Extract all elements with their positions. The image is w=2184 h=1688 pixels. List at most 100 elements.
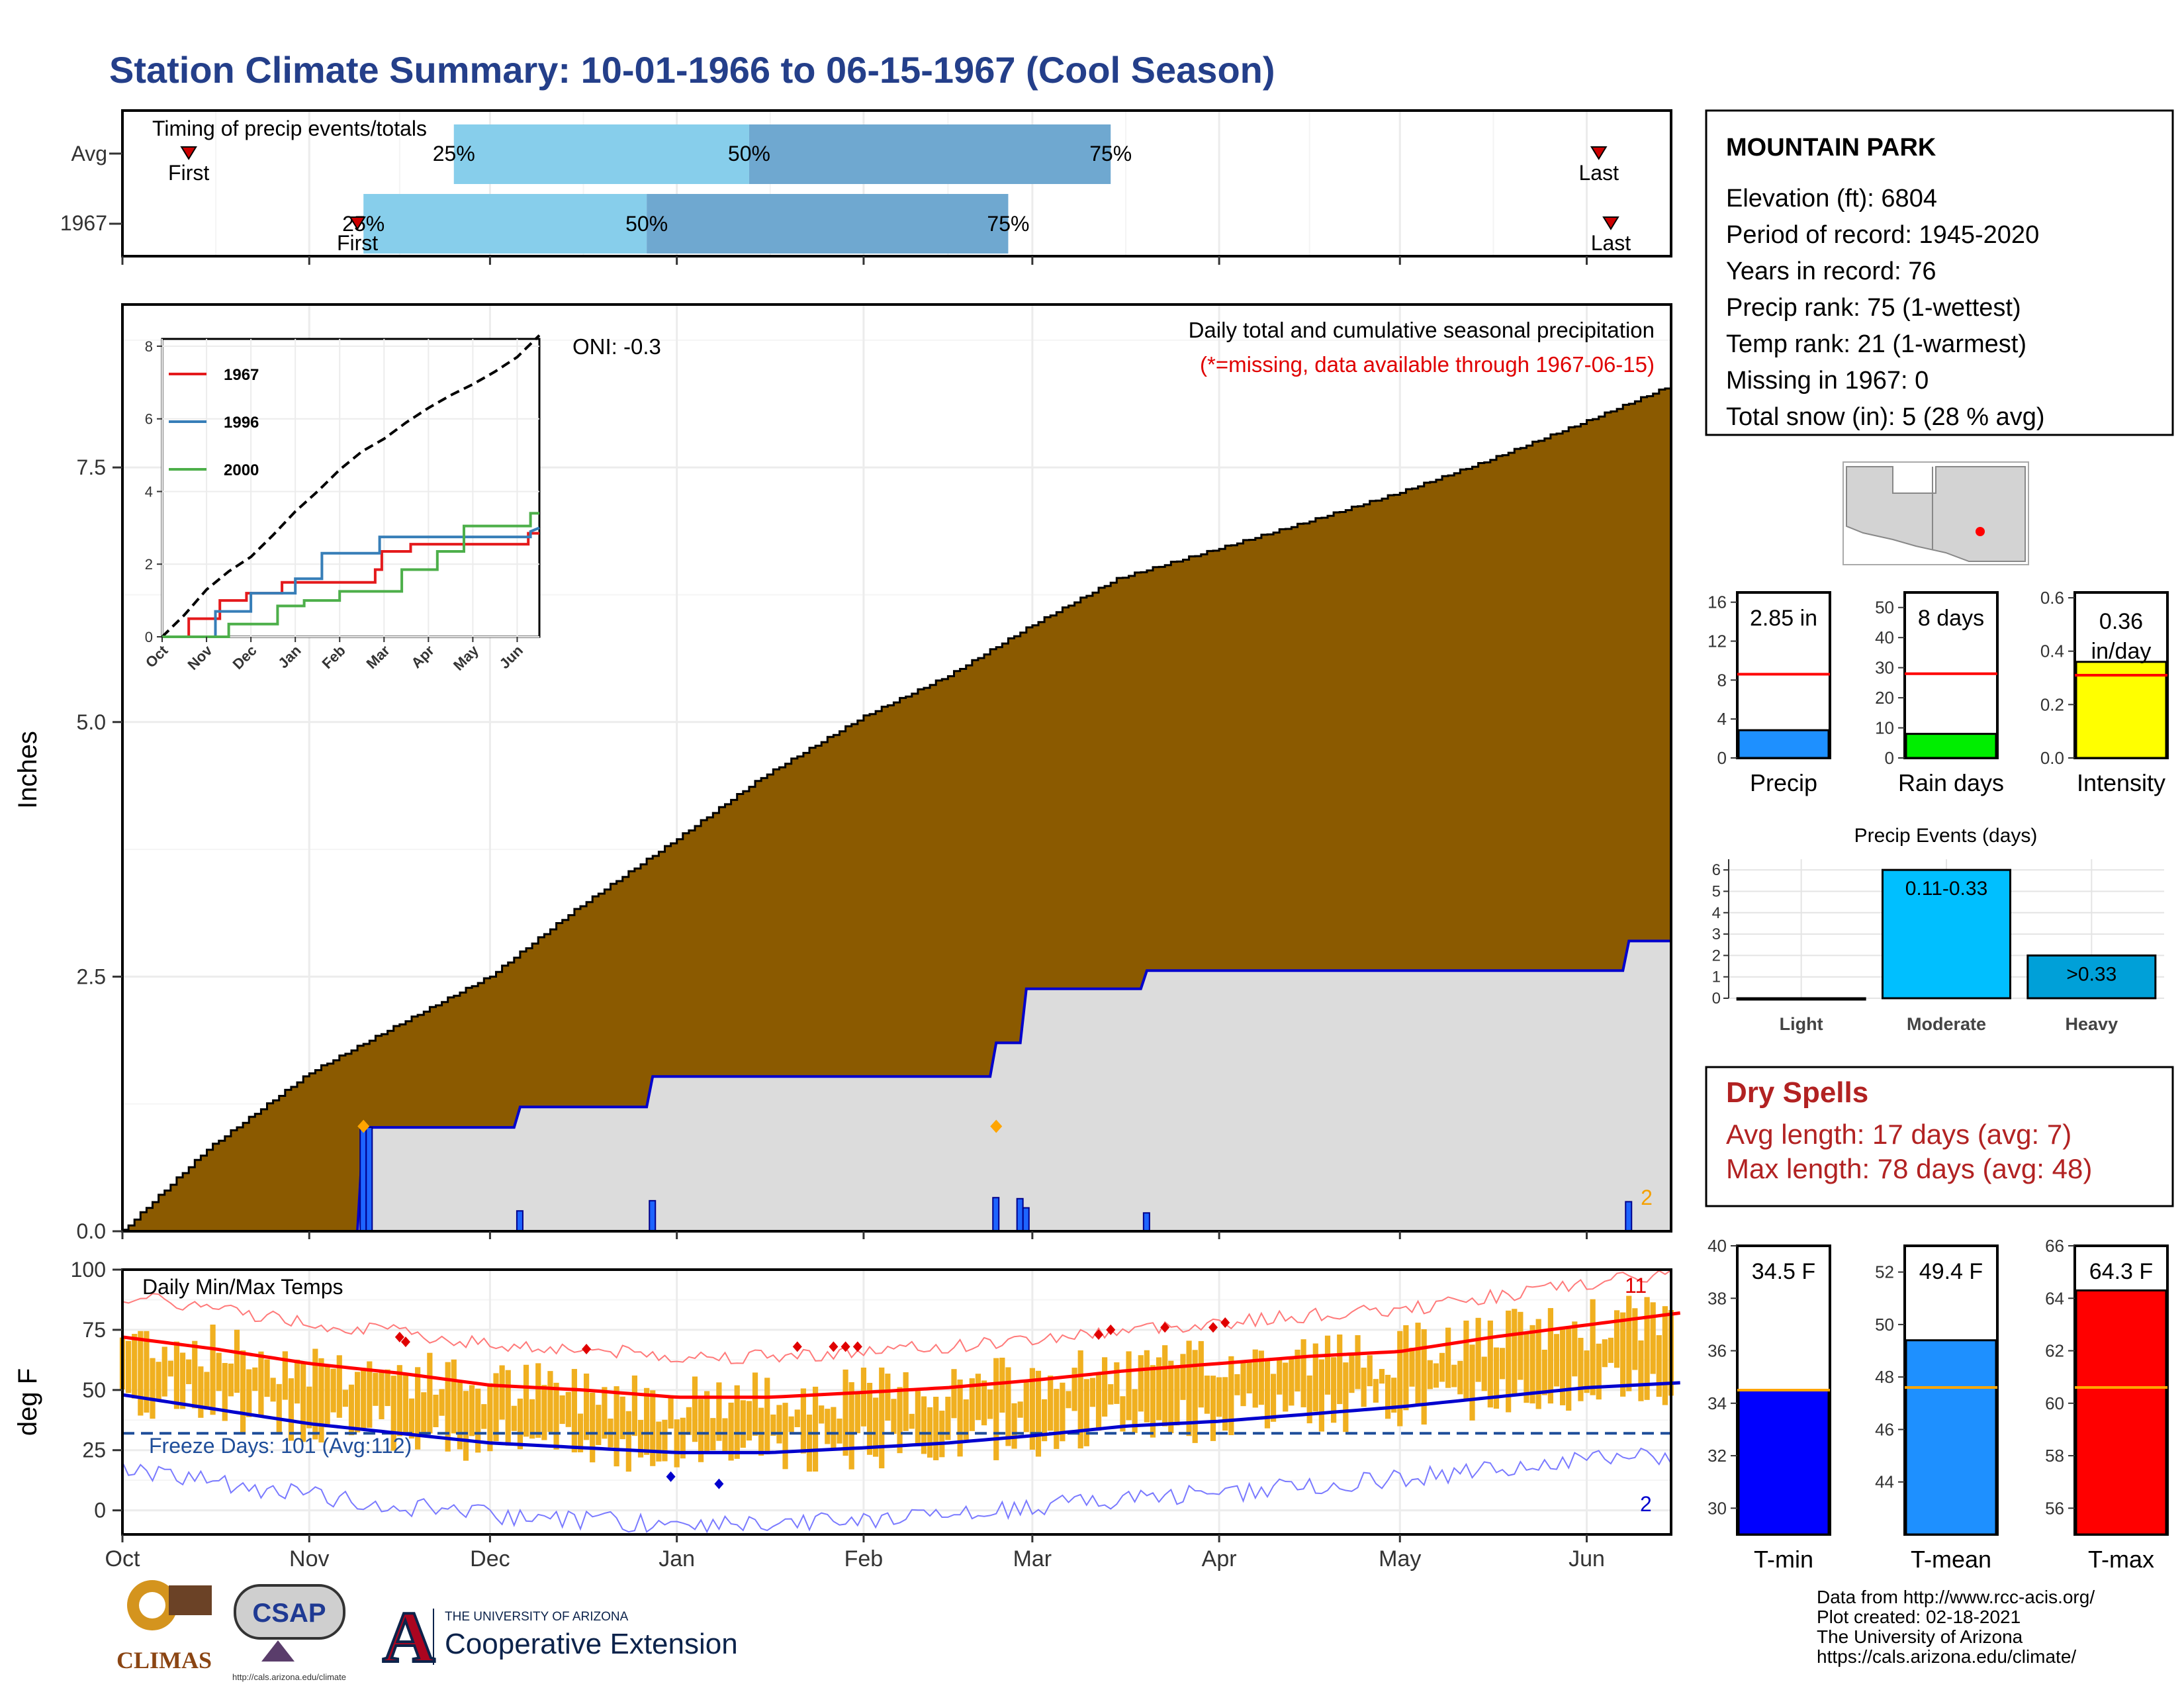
inset-series-line-1996 [162,526,540,638]
timing-last-label: Last [1591,231,1631,255]
tmax-gauge-ytick-label: 60 [2045,1393,2064,1413]
daily-precip-bar [365,1127,373,1232]
csap-logo: CSAP http://cals.arizona.edu/climate [232,1584,346,1682]
station-detail-line: Years in record: 76 [1726,258,1936,285]
temp-day-bar [1644,1297,1650,1400]
temp-day-bar [764,1378,770,1454]
temp-day-bar [1614,1310,1620,1368]
temp-day-bar [897,1387,903,1454]
events-ytick-label: 1 [1712,968,1721,986]
temp-day-bar [1566,1328,1572,1411]
temp-day-bar [1457,1360,1463,1395]
temp-day-bar [1264,1358,1271,1429]
daily-precip-bar [359,1129,367,1232]
temp-day-bar [1656,1335,1662,1397]
temp-day-bar [1186,1340,1192,1436]
ua-small-text: THE UNIVERSITY OF ARIZONA [445,1610,629,1624]
temp-day-bar [825,1409,831,1444]
temp-day-bar [596,1405,602,1446]
temp-day-bar [535,1363,541,1438]
temp-day-bar [981,1380,987,1426]
temp-day-bar [951,1369,957,1419]
temp-day-bar [1114,1362,1120,1404]
oni-label: ONI: -0.3 [572,334,661,359]
temp-day-bar [481,1404,487,1429]
tmax-gauge-bar [2075,1289,2167,1536]
temp-day-bar [1060,1382,1066,1442]
record-max-line [122,1269,1672,1364]
temp-day-bar [987,1389,993,1419]
temp-day-bar [1397,1331,1403,1427]
temp-day-bar [1048,1376,1054,1431]
main-ytick-label: 7.5 [77,455,106,479]
temp-day-bar [1409,1347,1415,1387]
temp-day-bar [1210,1376,1216,1441]
temp-day-bar [704,1391,710,1454]
station-location-marker [1976,527,1985,536]
temp-day-bar [1535,1319,1541,1409]
temp-day-bar [1017,1401,1023,1418]
temp-day-bar [342,1389,348,1407]
tmax-gauge-label: T-max [2088,1546,2154,1573]
temp-day-bar [198,1366,204,1418]
temp-day-bar [161,1346,167,1397]
events-ytick-label: 3 [1712,925,1721,943]
temp-day-bar [969,1378,975,1431]
temp-day-bar [192,1340,198,1409]
temp-day-bar [216,1352,222,1391]
temp-day-bar [1572,1321,1578,1377]
temp-ytick-label: 0 [94,1499,106,1523]
timing-last-label: Last [1578,161,1619,185]
intensity-gauge-bar [2075,661,2167,759]
temp-day-bar [945,1396,951,1440]
temp-day-bar [439,1389,445,1416]
record-high-marker [852,1341,862,1352]
tmin-gauge-ytick-label: 40 [1707,1236,1727,1256]
temp-day-bar [698,1399,704,1462]
temp-day-bar [1023,1382,1029,1432]
temp-day-bar [782,1403,788,1470]
temp-day-bar [644,1387,650,1455]
temp-day-bar [776,1405,782,1444]
temp-day-bar [734,1385,740,1459]
temp-day-bar [1499,1348,1506,1380]
temp-day-bar [1560,1328,1566,1405]
record-high-marker [792,1341,802,1352]
temp-day-bar [1584,1350,1590,1393]
record-high-marker [1220,1317,1230,1328]
temp-day-bar [1174,1367,1180,1426]
temp-day-bar [1463,1320,1469,1399]
temp-day-bar [1385,1374,1391,1419]
precip-events-chart: Precip Events (days) Light 0.11-0.33 Moder… [1712,825,2164,1034]
temperature-panel: 0 25 50 75 100 Oct Nov Dec Jan Feb Mar Apr May Jun d… [13,1258,1681,1571]
record-min-count: 2 [1640,1492,1652,1516]
temp-xtick-label: Jun [1569,1546,1605,1571]
tmean-gauge-bar [1905,1339,1997,1536]
temp-day-bar [1228,1356,1234,1435]
temp-day-bar [999,1358,1005,1413]
temp-plot-frame [121,1268,1672,1536]
csap-url: http://cals.arizona.edu/climate [232,1672,346,1682]
temp-day-bar [408,1398,415,1439]
temp-day-bar [1126,1351,1132,1421]
temp-day-bar [842,1369,848,1456]
tmean-gauge-label: T-mean [1911,1546,1991,1573]
daily-precip-bar [516,1210,523,1232]
temp-day-bar [1506,1310,1512,1413]
temp-day-bar [1306,1375,1312,1424]
dry-spells-avg: Avg length: 17 days (avg: 7) [1726,1119,2071,1150]
temp-day-bar [402,1374,409,1434]
events-ytick-label: 5 [1712,882,1721,900]
inset-legend-label: 1967 [224,366,259,384]
temp-day-bar [1524,1332,1529,1403]
temp-day-bar [1246,1362,1252,1393]
tmean-gauge-ytick-label: 48 [1875,1367,1894,1387]
main-y-ticks: 0.0 2.5 5.0 7.5 [77,455,122,1243]
intensity-gauge-ytick-label: 0.0 [2040,748,2064,768]
temp-day-bar [1421,1329,1427,1425]
raindays-gauge-ytick-label: 30 [1875,658,1894,678]
temp-day-bar [126,1340,132,1393]
record-high-marker [829,1341,839,1352]
temp-day-bar [1379,1369,1385,1384]
temp-day-bar [246,1369,252,1417]
